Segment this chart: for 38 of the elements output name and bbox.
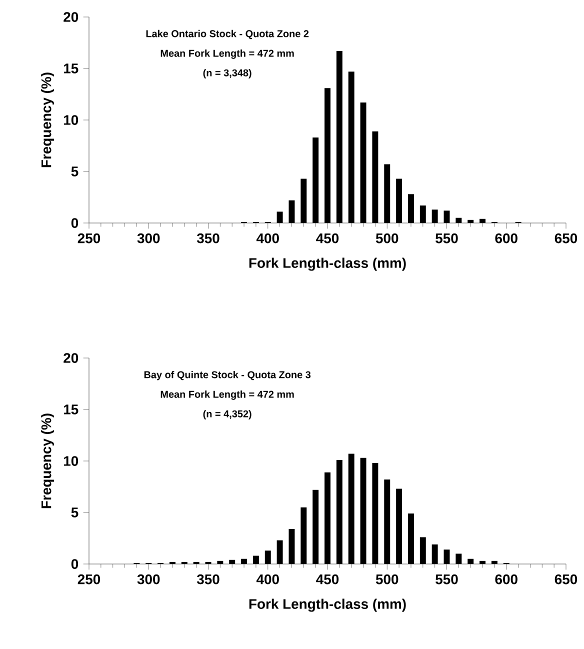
x-tick-label: 300 (137, 233, 160, 244)
y-tick-label: 15 (64, 64, 78, 74)
x-tick-label: 550 (436, 574, 458, 584)
annotation: Bay of Quinte Stock - Quota Zone 3 (144, 370, 311, 380)
x-tick-label: 450 (316, 233, 339, 244)
x-tick-label: 650 (554, 574, 578, 584)
y-tick-label: 10 (64, 456, 78, 466)
x-tick-label: 500 (376, 574, 398, 584)
annotation: Mean Fork Length = 472 mm (160, 390, 294, 400)
y-tick-label: 20 (64, 353, 78, 363)
y-tick-label: 5 (71, 166, 78, 176)
x-tick-label: 550 (436, 233, 458, 244)
x-axis-title: Fork Length-class (mm) (249, 598, 406, 612)
x-tick-label: 500 (376, 233, 398, 244)
x-tick-label: 250 (78, 233, 100, 244)
x-axis-title: Fork Length-class (mm) (249, 258, 406, 271)
y-tick-label: 0 (71, 218, 78, 228)
y-tick-label: 10 (64, 115, 78, 125)
x-tick-label: 350 (196, 233, 220, 244)
x-tick-label: 300 (137, 574, 160, 584)
x-tick-label: 600 (495, 574, 518, 584)
y-tick-label: 20 (64, 12, 78, 22)
y-tick-label: 15 (64, 404, 78, 414)
y-tick-label: 0 (71, 559, 78, 569)
y-axis-title: Frequency (%) (41, 414, 54, 508)
y-tick-label: 5 (71, 508, 78, 518)
annotation: Mean Fork Length = 472 mm (160, 50, 294, 59)
x-tick-label: 350 (196, 574, 220, 584)
x-tick-label: 450 (316, 574, 339, 584)
annotation: (n = 4,352) (203, 410, 252, 420)
x-tick-label: 400 (256, 233, 279, 244)
x-tick-label: 400 (256, 574, 279, 584)
annotation: Lake Ontario Stock - Quota Zone 2 (146, 30, 309, 40)
x-tick-label: 600 (495, 233, 518, 244)
annotation: (n = 3,348) (203, 69, 252, 78)
x-tick-label: 650 (554, 233, 578, 244)
x-tick-label: 250 (78, 574, 100, 584)
y-axis-title: Frequency (%) (41, 72, 54, 168)
